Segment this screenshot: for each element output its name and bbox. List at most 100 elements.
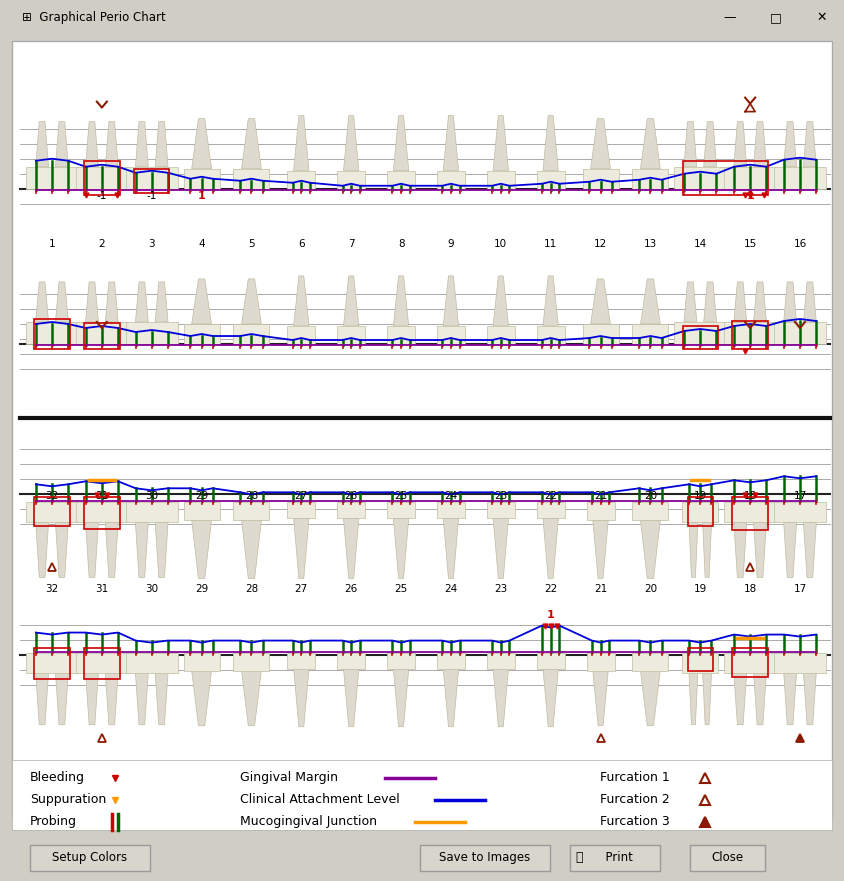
Text: 10: 10: [494, 239, 506, 248]
Polygon shape: [35, 122, 48, 167]
Bar: [183, 324, 219, 344]
Polygon shape: [753, 672, 766, 725]
Polygon shape: [592, 670, 608, 726]
Text: Bleeding: Bleeding: [30, 771, 85, 784]
Polygon shape: [135, 522, 148, 577]
Bar: [337, 171, 365, 189]
Bar: [35, 319, 69, 349]
Text: 2: 2: [99, 239, 105, 248]
Bar: [486, 653, 514, 669]
Polygon shape: [35, 282, 48, 322]
Bar: [773, 653, 825, 672]
Polygon shape: [155, 122, 168, 167]
Bar: [674, 167, 725, 189]
Polygon shape: [192, 521, 211, 579]
Text: 9: 9: [447, 239, 454, 248]
Text: 18: 18: [743, 492, 756, 501]
Polygon shape: [803, 122, 815, 167]
Text: 23: 23: [494, 584, 507, 595]
Polygon shape: [782, 522, 796, 577]
Text: 13: 13: [643, 239, 657, 248]
Polygon shape: [753, 282, 766, 322]
Text: Furcation 3: Furcation 3: [599, 816, 669, 828]
Text: 18: 18: [743, 584, 756, 595]
Text: 30: 30: [145, 492, 158, 501]
Text: 17: 17: [793, 492, 806, 501]
Polygon shape: [344, 669, 359, 727]
Bar: [84, 160, 119, 195]
Bar: [76, 502, 127, 522]
Text: 1: 1: [197, 191, 205, 201]
Polygon shape: [135, 282, 148, 322]
Text: 27: 27: [295, 492, 307, 501]
Bar: [126, 653, 177, 672]
Bar: [674, 322, 725, 344]
Bar: [682, 160, 767, 195]
Bar: [126, 502, 177, 522]
Bar: [773, 167, 825, 189]
Polygon shape: [241, 279, 261, 324]
Polygon shape: [293, 115, 309, 171]
Text: 7: 7: [348, 239, 354, 248]
Bar: [681, 502, 717, 522]
Bar: [26, 322, 78, 344]
Text: 28: 28: [245, 492, 257, 501]
Bar: [183, 169, 219, 189]
Polygon shape: [56, 122, 68, 167]
Bar: [570, 845, 659, 871]
Polygon shape: [703, 282, 716, 322]
Polygon shape: [155, 282, 168, 322]
Bar: [536, 653, 564, 669]
Bar: [486, 171, 514, 189]
Polygon shape: [640, 279, 659, 324]
Polygon shape: [782, 122, 796, 167]
Polygon shape: [493, 115, 508, 171]
Polygon shape: [192, 119, 211, 169]
Text: 26: 26: [344, 492, 357, 501]
Polygon shape: [688, 672, 697, 725]
Bar: [436, 653, 464, 669]
Polygon shape: [56, 672, 68, 725]
Polygon shape: [753, 122, 766, 167]
Text: 19: 19: [693, 492, 706, 501]
Polygon shape: [733, 282, 746, 322]
Polygon shape: [803, 522, 815, 577]
Polygon shape: [683, 282, 696, 322]
Polygon shape: [192, 670, 211, 726]
Bar: [419, 845, 549, 871]
Bar: [134, 169, 169, 193]
Bar: [287, 171, 315, 189]
Polygon shape: [702, 522, 711, 577]
Bar: [723, 653, 776, 672]
Polygon shape: [590, 279, 609, 324]
Polygon shape: [443, 518, 458, 579]
Polygon shape: [688, 522, 697, 577]
Text: 🖨: 🖨: [574, 851, 582, 864]
Bar: [723, 502, 776, 522]
Bar: [723, 167, 776, 189]
Bar: [26, 653, 78, 672]
Text: 32: 32: [46, 584, 58, 595]
Bar: [233, 502, 269, 521]
Polygon shape: [56, 522, 68, 577]
Text: Print: Print: [597, 851, 631, 864]
Polygon shape: [443, 115, 458, 171]
Bar: [681, 653, 717, 672]
Bar: [682, 326, 717, 349]
Bar: [773, 322, 825, 344]
Bar: [30, 845, 150, 871]
Text: 20: 20: [643, 492, 656, 501]
Polygon shape: [733, 522, 746, 577]
Bar: [732, 321, 767, 349]
Bar: [732, 648, 767, 677]
Polygon shape: [393, 669, 408, 727]
Polygon shape: [344, 518, 359, 579]
Bar: [586, 502, 614, 521]
Bar: [732, 497, 767, 530]
Text: 28: 28: [245, 584, 257, 595]
Bar: [586, 653, 614, 670]
Bar: [387, 653, 414, 669]
Polygon shape: [493, 669, 508, 727]
Text: —: —: [723, 11, 735, 24]
Text: 1: 1: [546, 610, 554, 619]
